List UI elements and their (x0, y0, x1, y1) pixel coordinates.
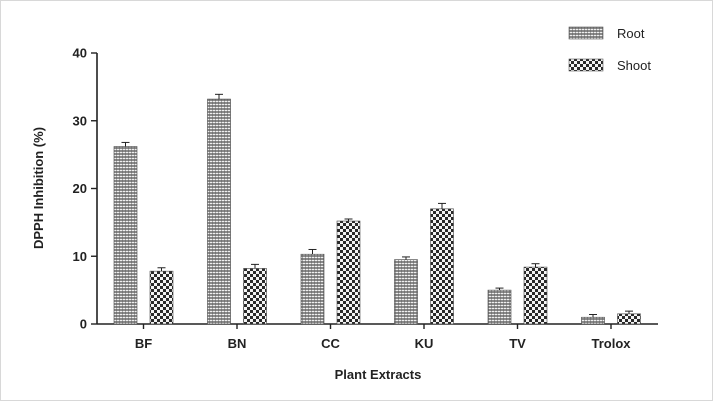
bar-shoot-bn (243, 268, 267, 325)
x-tick-label: BF (135, 336, 152, 351)
bar-shoot-cc (336, 220, 361, 325)
x-tick-label: BN (228, 336, 247, 351)
y-axis-ticks: 0 10 20 30 40 (73, 46, 97, 332)
bar-root-bn (207, 98, 231, 325)
legend: Root Shoot (568, 26, 651, 73)
bar-root-ku (394, 259, 418, 325)
y-tick-label: 10 (73, 249, 87, 264)
legend-swatch-shoot (568, 58, 604, 72)
y-tick-label: 0 (80, 317, 87, 332)
axes (96, 53, 658, 325)
bar-shoot-bf (149, 270, 174, 325)
x-axis-ticks: BF BN CC KU TV Trolox (135, 324, 631, 351)
x-tick-label: Trolox (591, 336, 631, 351)
y-tick-label: 30 (73, 113, 87, 128)
legend-swatch-root (568, 26, 604, 40)
bar-root-trolox (581, 316, 605, 325)
bar-shoot-tv (523, 266, 548, 325)
x-tick-label: TV (509, 336, 526, 351)
y-axis-title: DPPH Inhibition (%) (31, 127, 46, 249)
bar-root-tv (487, 289, 512, 325)
y-tick-label: 40 (73, 46, 87, 61)
bar-shoot-trolox (617, 313, 641, 325)
legend-label-root: Root (617, 26, 645, 41)
y-tick-label: 20 (73, 181, 87, 196)
x-tick-label: KU (415, 336, 434, 351)
x-tick-label: CC (321, 336, 340, 351)
bar-shoot-ku (430, 208, 454, 325)
bar-root-bf (113, 146, 138, 325)
bar-root-cc (300, 253, 325, 325)
legend-label-shoot: Shoot (617, 58, 651, 73)
x-axis-title: Plant Extracts (335, 367, 422, 382)
bars-layer (113, 93, 641, 325)
